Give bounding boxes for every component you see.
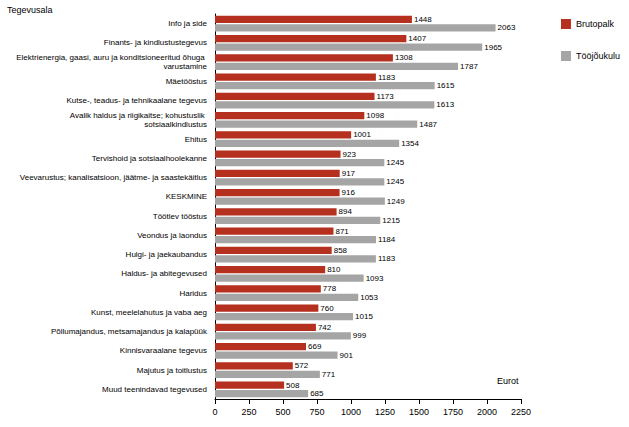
svg-text:685: 685	[310, 389, 324, 398]
svg-text:742: 742	[318, 323, 332, 332]
svg-text:Haridus: Haridus	[179, 289, 207, 298]
svg-text:1000: 1000	[341, 407, 361, 417]
svg-text:Hulgi- ja jaekaubandus: Hulgi- ja jaekaubandus	[126, 250, 207, 259]
svg-text:Finants- ja kindlustustegevus: Finants- ja kindlustustegevus	[104, 38, 207, 47]
svg-text:923: 923	[343, 150, 357, 159]
svg-text:894: 894	[339, 207, 353, 216]
svg-text:1093: 1093	[366, 274, 384, 283]
svg-text:1249: 1249	[387, 197, 405, 206]
svg-text:Ehitus: Ehitus	[185, 135, 207, 144]
svg-text:Eurot: Eurot	[497, 376, 519, 386]
svg-text:Tegevusala: Tegevusala	[7, 5, 53, 15]
svg-text:1001: 1001	[353, 130, 371, 139]
svg-text:901: 901	[340, 351, 354, 360]
svg-text:1215: 1215	[382, 216, 400, 225]
svg-text:Kutse-, teadus- ja tehnikaalan: Kutse-, teadus- ja tehnikaalane tegevus	[66, 96, 207, 105]
svg-text:858: 858	[334, 246, 348, 255]
svg-text:508: 508	[286, 381, 300, 390]
svg-text:1098: 1098	[366, 111, 384, 120]
svg-text:778: 778	[323, 284, 337, 293]
svg-text:1787: 1787	[460, 62, 478, 71]
svg-text:1183: 1183	[378, 254, 396, 263]
svg-text:1245: 1245	[386, 177, 404, 186]
svg-text:Muud teenindavad tegevused: Muud teenindavad tegevused	[102, 385, 207, 394]
svg-text:1184: 1184	[378, 235, 396, 244]
svg-text:1448: 1448	[414, 15, 432, 24]
svg-text:1750: 1750	[443, 407, 463, 417]
svg-text:917: 917	[342, 169, 356, 178]
svg-text:999: 999	[353, 331, 367, 340]
svg-text:1965: 1965	[484, 43, 502, 52]
svg-text:Mäetööstus: Mäetööstus	[166, 77, 207, 86]
svg-text:500: 500	[275, 407, 290, 417]
svg-text:1173: 1173	[377, 92, 395, 101]
svg-text:1308: 1308	[395, 53, 413, 62]
svg-text:Tööjõukulu: Tööjõukulu	[576, 51, 620, 61]
svg-text:Veondus ja laondus: Veondus ja laondus	[137, 231, 207, 240]
svg-text:Töötlev tööstus: Töötlev tööstus	[153, 212, 207, 221]
svg-text:2000: 2000	[477, 407, 497, 417]
svg-text:Haldus- ja abitegevused: Haldus- ja abitegevused	[121, 269, 207, 278]
svg-text:0: 0	[212, 407, 217, 417]
svg-text:1407: 1407	[408, 34, 426, 43]
svg-text:Kunst, meelelahutus ja vaba ae: Kunst, meelelahutus ja vaba aeg	[91, 308, 207, 317]
svg-text:Kinnisvaraalane tegevus: Kinnisvaraalane tegevus	[120, 346, 207, 355]
svg-text:1615: 1615	[437, 81, 455, 90]
svg-text:Tervishoid ja sotsiaalhoolekan: Tervishoid ja sotsiaalhoolekanne	[92, 154, 208, 163]
svg-text:Elektrienergia, gaasi, auru ja: Elektrienergia, gaasi, auru ja konditsio…	[16, 53, 207, 62]
svg-text:750: 750	[309, 407, 324, 417]
svg-text:1015: 1015	[355, 312, 373, 321]
svg-text:1053: 1053	[360, 293, 378, 302]
svg-text:1487: 1487	[419, 120, 437, 129]
svg-text:Avalik haldus ja riigikaitse;: Avalik haldus ja riigikaitse; kohustusli…	[70, 111, 207, 120]
svg-text:2063: 2063	[498, 23, 516, 32]
svg-text:sotsiaalkindlustus: sotsiaalkindlustus	[144, 120, 207, 129]
svg-text:KESKMINE: KESKMINE	[166, 192, 207, 201]
svg-text:572: 572	[295, 361, 309, 370]
svg-text:916: 916	[342, 188, 356, 197]
svg-text:669: 669	[308, 342, 322, 351]
svg-text:Veevarustus; kanalisatsioon, j: Veevarustus; kanalisatsioon, jäätme- ja …	[20, 173, 207, 182]
svg-text:1613: 1613	[436, 100, 454, 109]
svg-text:Majutus ja toitlustus: Majutus ja toitlustus	[137, 366, 207, 375]
svg-text:771: 771	[322, 370, 336, 379]
svg-text:2250: 2250	[511, 407, 531, 417]
svg-text:871: 871	[335, 227, 349, 236]
svg-text:Info ja side: Info ja side	[168, 19, 207, 28]
svg-text:760: 760	[320, 304, 334, 313]
svg-text:1183: 1183	[378, 73, 396, 82]
svg-text:varustamine: varustamine	[163, 62, 207, 71]
svg-text:1354: 1354	[401, 139, 419, 148]
svg-text:1245: 1245	[386, 158, 404, 167]
svg-text:1500: 1500	[409, 407, 429, 417]
svg-text:1250: 1250	[375, 407, 395, 417]
svg-text:250: 250	[241, 407, 256, 417]
svg-text:810: 810	[327, 265, 341, 274]
svg-text:Brutopalk: Brutopalk	[576, 19, 615, 29]
svg-text:Põllumajandus, metsamajandus j: Põllumajandus, metsamajandus ja kalapüük	[51, 327, 208, 336]
